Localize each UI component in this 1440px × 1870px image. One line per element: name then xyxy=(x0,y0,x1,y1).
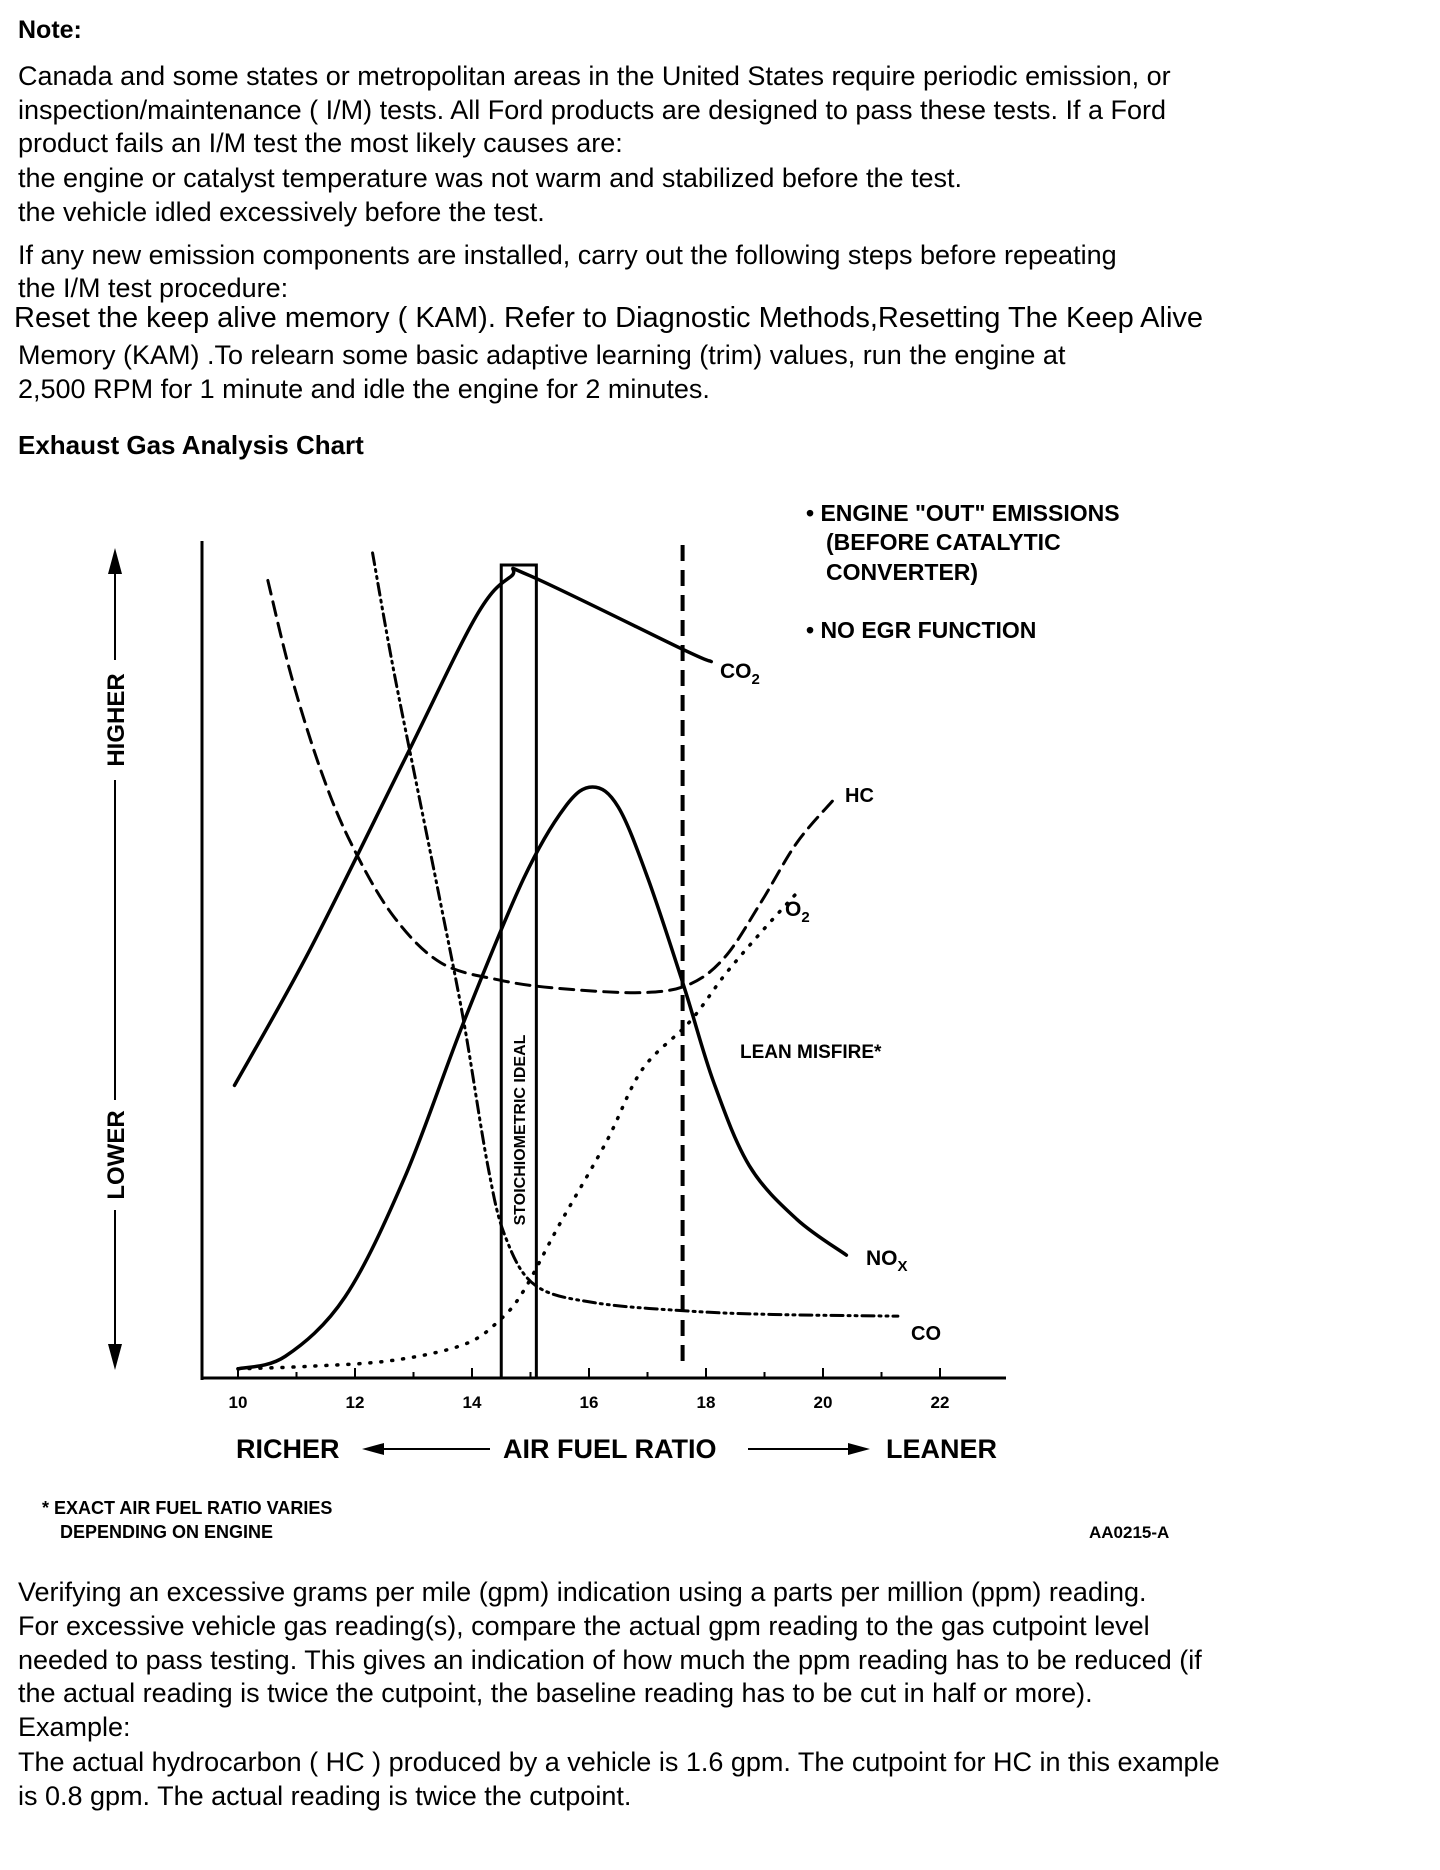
note-line: the vehicle idled excessively before the… xyxy=(18,197,545,227)
series-line-hc xyxy=(266,578,834,995)
series-line-nox xyxy=(236,785,849,1371)
body-line: needed to pass testing. This gives an in… xyxy=(18,1645,1202,1675)
series-label-co2: CO2 xyxy=(720,660,760,688)
figure-id: AA0215-A xyxy=(1089,1523,1169,1542)
stoichiometric-ideal-band xyxy=(499,563,538,1380)
procedure-line: 2,500 RPM for 1 minute and idle the engi… xyxy=(18,374,710,404)
y-label-higher: HIGHER xyxy=(103,673,130,766)
series-line-co xyxy=(371,551,900,1318)
procedure-line: Reset the keep alive memory ( KAM). Refe… xyxy=(14,302,1204,334)
body-line: The actual hydrocarbon ( HC ) produced b… xyxy=(18,1747,1220,1777)
chart-note: CONVERTER) xyxy=(826,559,978,585)
procedure-line: If any new emission components are insta… xyxy=(18,240,1117,270)
procedure-line: Memory (KAM) .To relearn some basic adap… xyxy=(18,340,1066,370)
body-line: Verifying an excessive grams per mile (g… xyxy=(18,1577,1147,1607)
series-label-nox: NOX xyxy=(866,1247,908,1275)
arrow-right-icon xyxy=(748,1443,870,1455)
arrow-down-icon xyxy=(108,1344,122,1370)
x-tick-label: 12 xyxy=(346,1393,365,1412)
x-label-richer: RICHER xyxy=(236,1434,340,1464)
series-line-co2 xyxy=(232,566,714,1088)
x-tick-label: 14 xyxy=(463,1393,482,1412)
body-line: the actual reading is twice the cutpoint… xyxy=(18,1678,1093,1708)
note-line: product fails an I/M test the most likel… xyxy=(18,128,623,158)
series-group xyxy=(232,551,900,1371)
x-tick-label: 20 xyxy=(814,1393,833,1412)
y-label-lower: LOWER xyxy=(103,1110,130,1199)
stoichiometric-label: STOICHIOMETRIC IDEAL xyxy=(512,1034,529,1225)
arrow-up-icon xyxy=(108,548,122,574)
arrow-left-icon xyxy=(362,1443,490,1455)
series-label-hc: HC xyxy=(845,785,874,807)
x-tick-label: 10 xyxy=(229,1393,248,1412)
procedure-line: the I/M test procedure: xyxy=(18,273,289,303)
x-tick-label: 18 xyxy=(697,1393,716,1412)
note-heading: Note: xyxy=(18,16,82,44)
note-line: the engine or catalyst temperature was n… xyxy=(18,163,963,193)
y-direction-arrow: HIGHER LOWER xyxy=(100,548,130,1370)
x-tick-label: 22 xyxy=(931,1393,950,1412)
series-label-o2: O2 xyxy=(785,898,810,926)
x-axis-title: AIR FUEL RATIO xyxy=(503,1434,717,1464)
series-line-o2 xyxy=(236,891,799,1371)
body-line: is 0.8 gpm. The actual reading is twice … xyxy=(18,1781,632,1811)
footnote: DEPENDING ON ENGINE xyxy=(60,1522,273,1542)
note-line: inspection/maintenance ( I/M) tests. All… xyxy=(18,95,1167,125)
x-label-leaner: LEANER xyxy=(886,1434,997,1464)
chart-heading: Exhaust Gas Analysis Chart xyxy=(18,430,364,460)
footnote: * EXACT AIR FUEL RATIO VARIES xyxy=(42,1498,332,1518)
body-line: For excessive vehicle gas reading(s), co… xyxy=(18,1611,1150,1641)
chart-note: • ENGINE "OUT" EMISSIONS xyxy=(806,500,1120,526)
chart-note: (BEFORE CATALYTIC xyxy=(826,529,1061,555)
series-label-co: CO xyxy=(911,1323,941,1345)
body-line: Example: xyxy=(18,1712,131,1742)
x-tick-labels: 10 12 14 16 18 20 22 xyxy=(229,1393,950,1412)
note-line: Canada and some states or metropolitan a… xyxy=(18,61,1171,91)
lean-misfire-label: LEAN MISFIRE* xyxy=(740,1042,882,1063)
chart-note: • NO EGR FUNCTION xyxy=(806,617,1036,643)
x-tick-label: 16 xyxy=(580,1393,599,1412)
